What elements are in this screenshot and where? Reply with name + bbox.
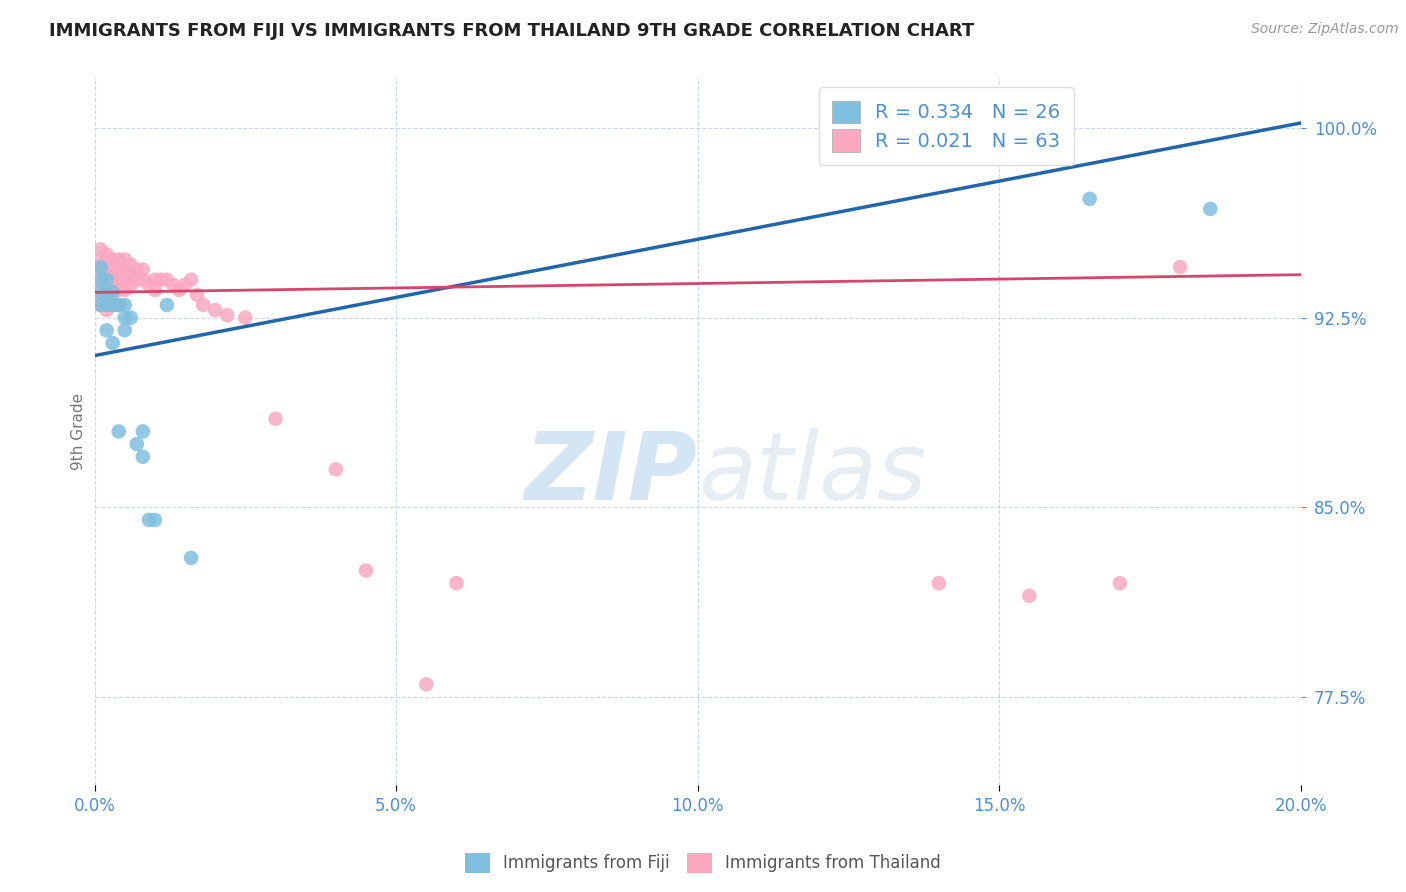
Point <box>174 277 197 292</box>
Point <box>125 273 148 287</box>
Point <box>138 277 160 292</box>
Point <box>132 262 155 277</box>
Point <box>96 288 118 302</box>
Point <box>180 550 202 565</box>
Point <box>120 277 142 292</box>
Point <box>156 273 179 287</box>
Point <box>90 285 112 300</box>
Point <box>90 260 112 274</box>
Point <box>143 513 166 527</box>
Point <box>101 298 124 312</box>
Point <box>1199 202 1222 216</box>
Point <box>90 288 112 302</box>
Point <box>120 310 142 325</box>
Point <box>90 260 112 274</box>
Point <box>325 462 347 476</box>
Point <box>446 576 468 591</box>
Point <box>96 273 118 287</box>
Point <box>96 323 118 337</box>
Point <box>1168 260 1191 274</box>
Text: atlas: atlas <box>697 428 927 519</box>
Point <box>114 262 136 277</box>
Point <box>132 450 155 464</box>
Point <box>90 273 112 287</box>
Point <box>114 283 136 297</box>
Point <box>107 298 129 312</box>
Point <box>96 247 118 261</box>
Point <box>90 298 112 312</box>
Point <box>101 252 124 267</box>
Point <box>114 273 136 287</box>
Point <box>125 437 148 451</box>
Point <box>233 310 256 325</box>
Point <box>90 273 112 287</box>
Point <box>96 298 118 312</box>
Text: Source: ZipAtlas.com: Source: ZipAtlas.com <box>1251 22 1399 37</box>
Legend: R = 0.334   N = 26, R = 0.021   N = 63: R = 0.334 N = 26, R = 0.021 N = 63 <box>818 87 1074 165</box>
Text: IMMIGRANTS FROM FIJI VS IMMIGRANTS FROM THAILAND 9TH GRADE CORRELATION CHART: IMMIGRANTS FROM FIJI VS IMMIGRANTS FROM … <box>49 22 974 40</box>
Point <box>204 303 226 318</box>
Legend: Immigrants from Fiji, Immigrants from Thailand: Immigrants from Fiji, Immigrants from Th… <box>458 847 948 880</box>
Point <box>90 243 112 257</box>
Point <box>107 260 129 274</box>
Point <box>96 285 118 300</box>
Point <box>264 412 287 426</box>
Point <box>96 273 118 287</box>
Point <box>114 310 136 325</box>
Point <box>96 258 118 272</box>
Point <box>191 298 214 312</box>
Point <box>354 564 377 578</box>
Point <box>114 323 136 337</box>
Point <box>107 252 129 267</box>
Point <box>162 277 184 292</box>
Point <box>217 308 239 322</box>
Point <box>107 298 129 312</box>
Point <box>107 283 129 297</box>
Point <box>132 425 155 439</box>
Point <box>1078 192 1101 206</box>
Point <box>180 273 202 287</box>
Point <box>132 273 155 287</box>
Point <box>101 268 124 282</box>
Point <box>120 268 142 282</box>
Y-axis label: 9th Grade: 9th Grade <box>72 392 86 470</box>
Point <box>1108 576 1130 591</box>
Point <box>415 677 437 691</box>
Point <box>107 425 129 439</box>
Point <box>186 288 208 302</box>
Point <box>143 283 166 297</box>
Point <box>101 285 124 300</box>
Point <box>928 576 950 591</box>
Text: ZIP: ZIP <box>524 428 697 520</box>
Point <box>114 298 136 312</box>
Point <box>90 268 112 282</box>
Point <box>1018 589 1040 603</box>
Point <box>96 295 118 310</box>
Point <box>101 260 124 274</box>
Point <box>156 298 179 312</box>
Point <box>90 283 112 297</box>
Point <box>96 303 118 318</box>
Point <box>101 275 124 289</box>
Point <box>120 258 142 272</box>
Point <box>90 252 112 267</box>
Point <box>101 335 124 350</box>
Point <box>90 298 112 312</box>
Point <box>107 273 129 287</box>
Point <box>143 273 166 287</box>
Point <box>101 283 124 297</box>
Point <box>90 277 112 292</box>
Point <box>96 265 118 279</box>
Point <box>149 273 172 287</box>
Point <box>101 298 124 312</box>
Point <box>90 293 112 307</box>
Point <box>167 283 190 297</box>
Point <box>138 513 160 527</box>
Point <box>114 252 136 267</box>
Point <box>125 262 148 277</box>
Point <box>96 280 118 294</box>
